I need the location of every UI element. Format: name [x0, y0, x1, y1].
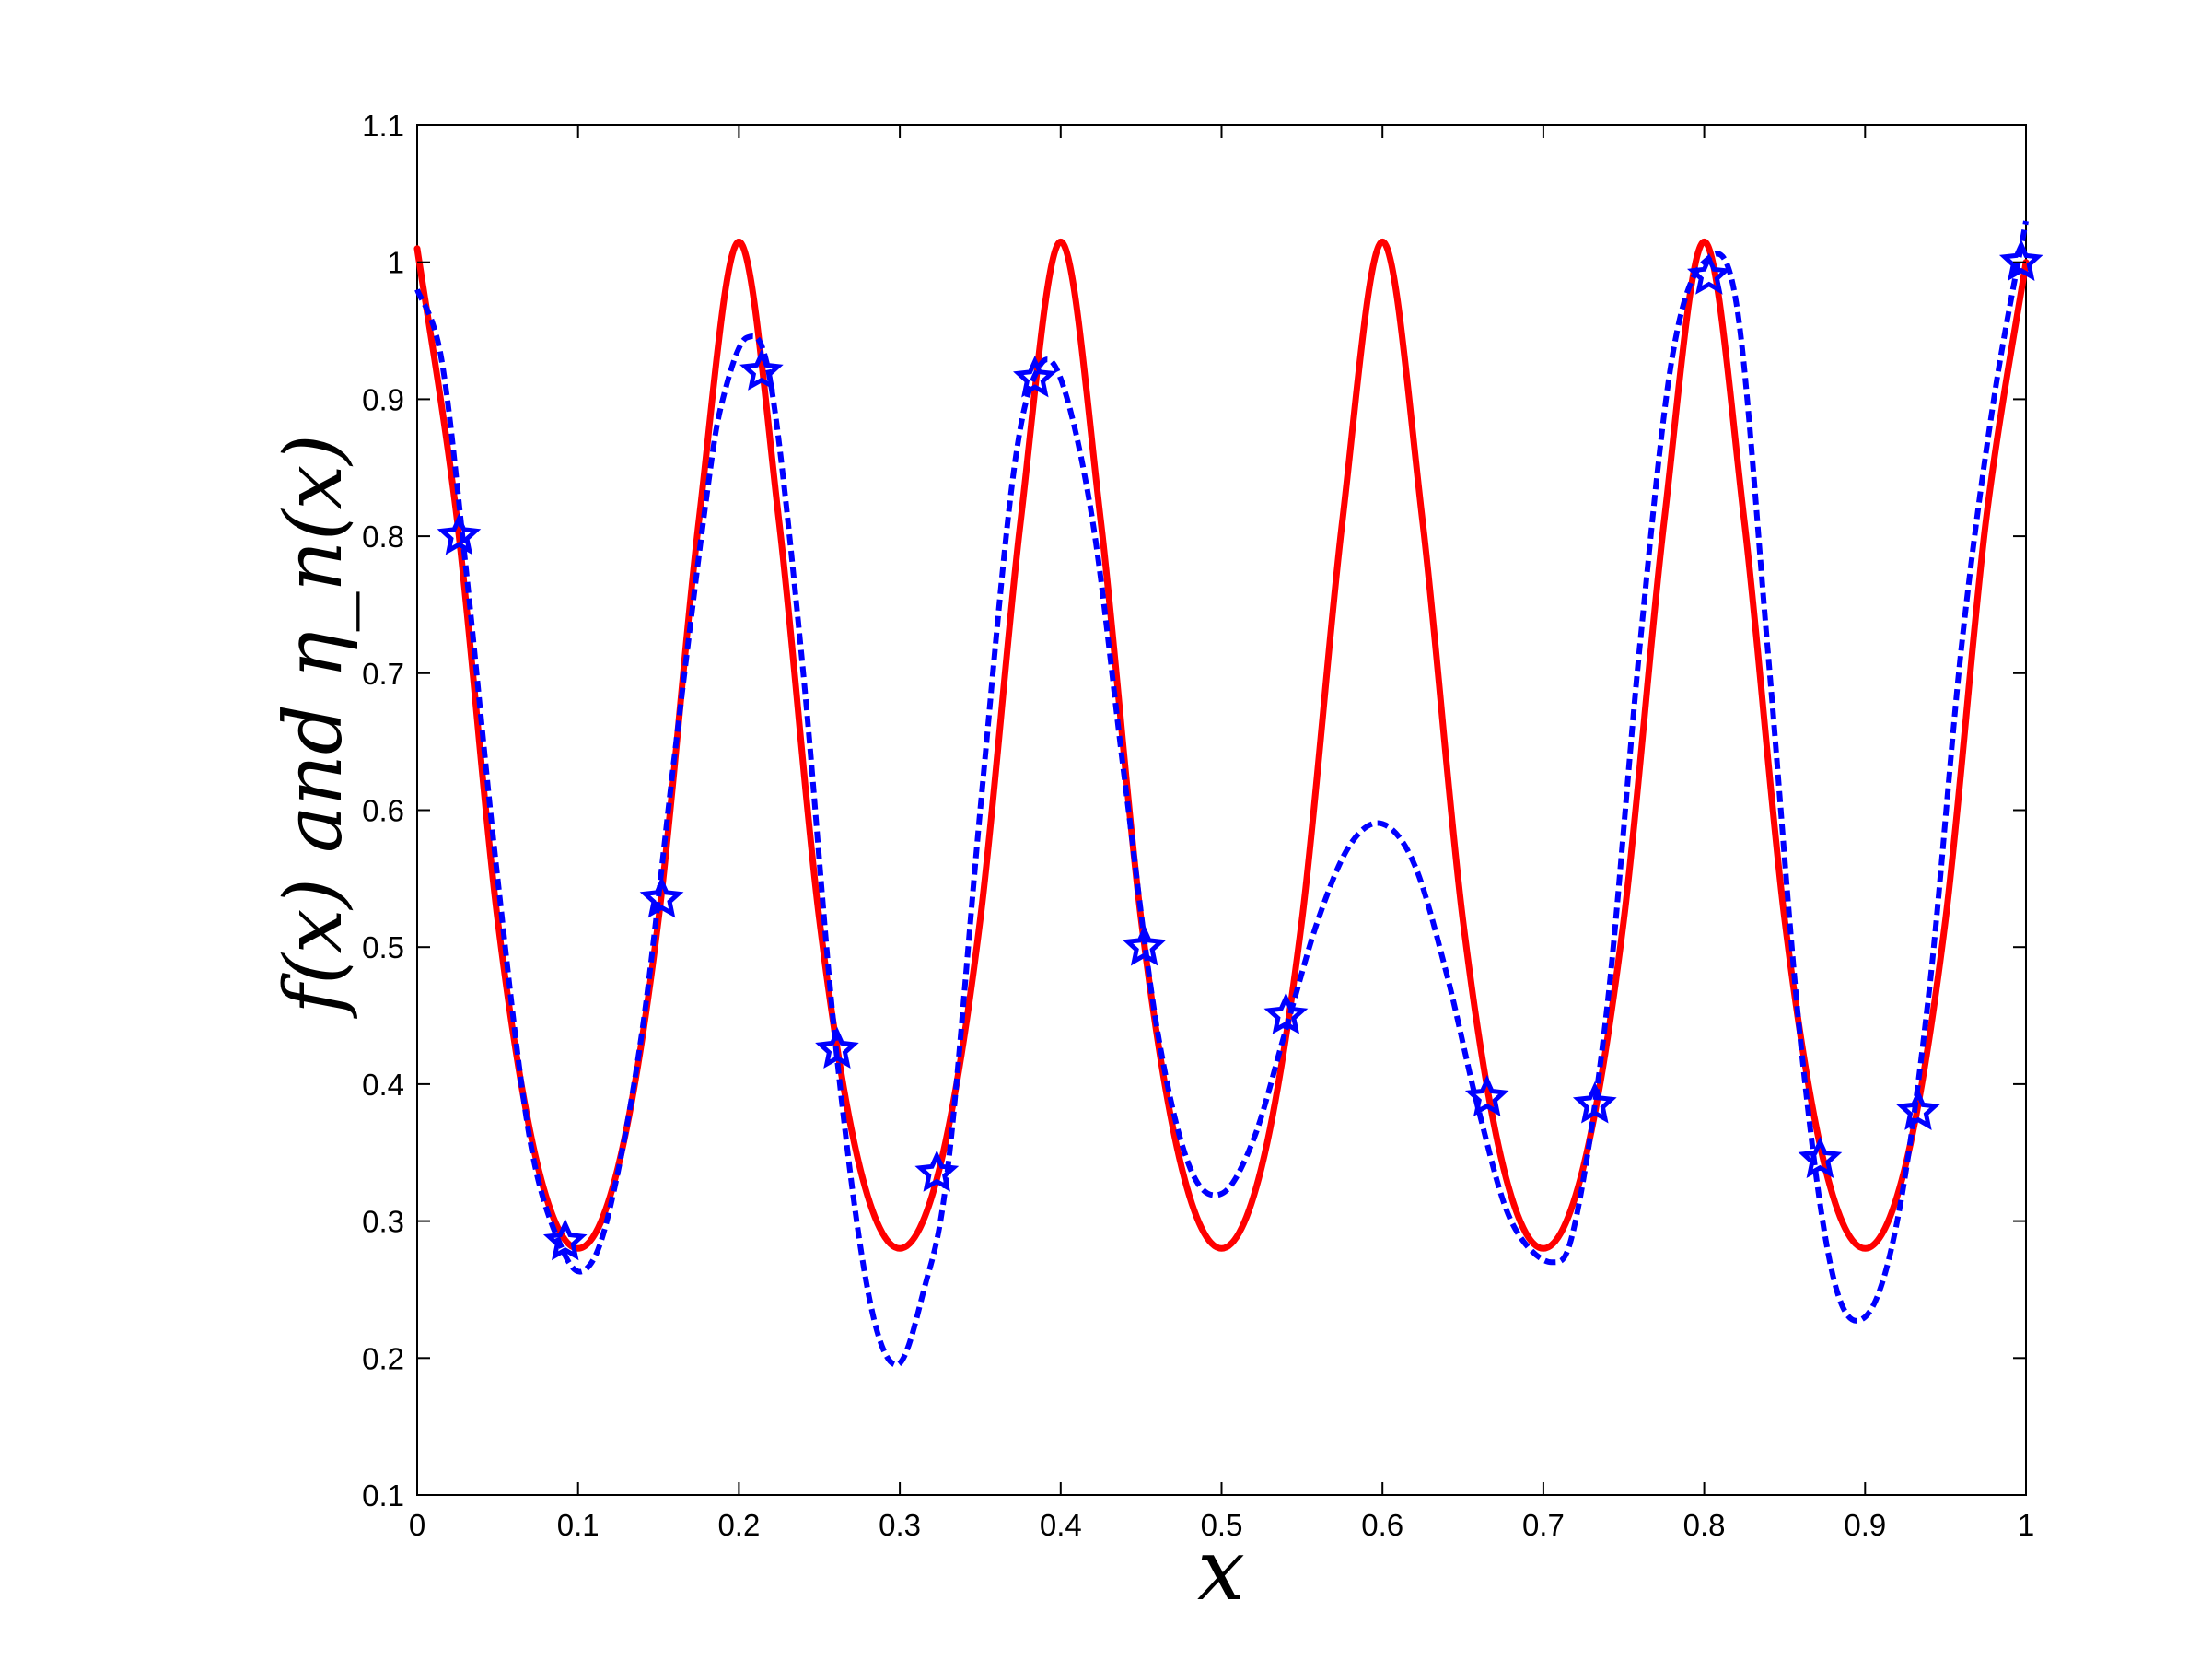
- star-marker: [639, 876, 684, 918]
- x-axis: 0 0.1 0.2 0.3 0.4 0.5 0.6 0.7 0.8 0.9 1: [409, 125, 2034, 1542]
- star-marker: [914, 1150, 960, 1192]
- plot-frame: [416, 124, 2027, 1496]
- x-tick-label: 0.9: [1844, 1508, 1886, 1542]
- star-marker: [437, 513, 482, 555]
- x-tick-label: 0.2: [717, 1508, 760, 1542]
- star-marker: [1263, 992, 1309, 1034]
- marker-layer: [437, 239, 2043, 1261]
- star-marker: [1998, 239, 2043, 282]
- series-line-dashed: [414, 220, 2029, 1368]
- star-marker: [1013, 355, 1057, 398]
- x-tick-label: 0.5: [1201, 1508, 1243, 1542]
- star-marker: [1572, 1081, 1617, 1124]
- x-axis-title: x: [1197, 1521, 1245, 1619]
- y-tick-label: 0.2: [362, 1341, 404, 1375]
- x-tick-label: 0.3: [879, 1508, 921, 1542]
- star-marker: [739, 348, 784, 391]
- y-tick-label: 0.1: [362, 1478, 404, 1513]
- x-tick-label: 0.6: [1361, 1508, 1403, 1542]
- star-marker: [815, 1026, 859, 1069]
- star-marker: [542, 1218, 588, 1261]
- y-axis: 0.1 0.2 0.3 0.4 0.5 0.6 0.7 0.8 0.9 1 1.1: [362, 109, 2026, 1513]
- y-axis-title: f(x) and η_n(x): [268, 434, 360, 1019]
- star-marker: [1464, 1074, 1509, 1117]
- y-tick-label: 0.9: [362, 382, 404, 416]
- y-tick-label: 0.4: [362, 1068, 404, 1102]
- y-tick-label: 1.1: [362, 109, 404, 143]
- x-tick-label: 0: [409, 1508, 425, 1542]
- series-line-solid: [413, 238, 2030, 1252]
- x-tick-label: 1: [2018, 1508, 2034, 1542]
- x-tick-label: 0.4: [1040, 1508, 1082, 1542]
- y-tick-label: 1: [388, 246, 404, 280]
- star-marker: [1798, 1136, 1843, 1179]
- y-tick-label: 0.5: [362, 930, 404, 964]
- star-marker: [1896, 1088, 1940, 1130]
- plot-area: [413, 124, 2043, 1496]
- star-marker: [1122, 924, 1167, 966]
- x-tick-label: 0.1: [557, 1508, 600, 1542]
- x-tick-label: 0.8: [1683, 1508, 1726, 1542]
- series-layer: [413, 220, 2030, 1368]
- x-tick-label: 0.7: [1522, 1508, 1565, 1542]
- star-marker: [1687, 252, 1731, 295]
- y-tick-label: 0.6: [362, 794, 404, 828]
- y-tick-label: 0.3: [362, 1205, 404, 1239]
- y-tick-label: 0.7: [362, 657, 404, 691]
- y-tick-label: 0.8: [362, 520, 404, 554]
